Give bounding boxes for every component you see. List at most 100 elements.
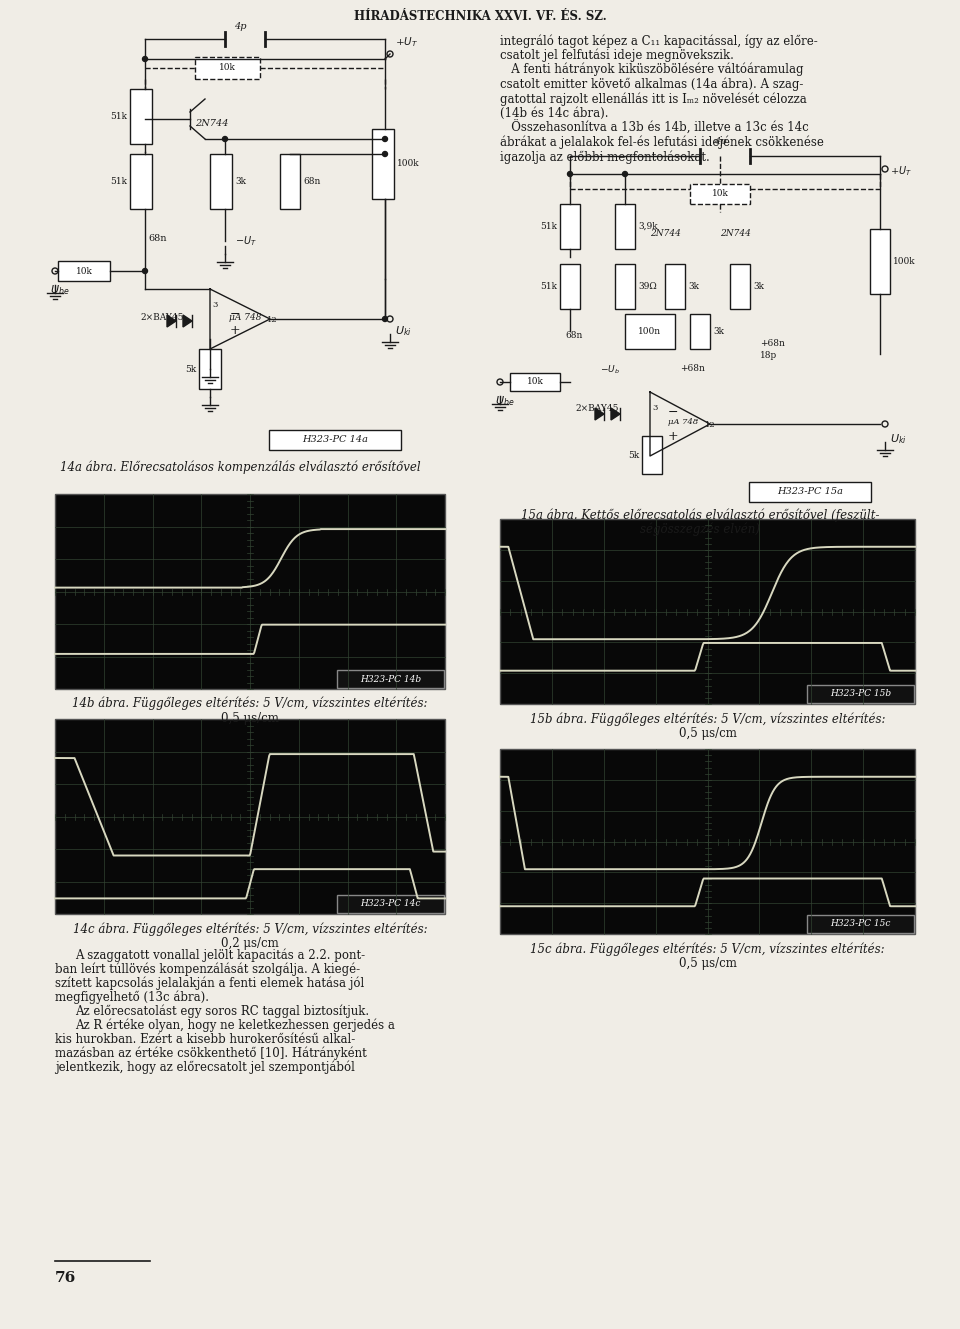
Text: 51k: 51k xyxy=(540,222,557,231)
Bar xyxy=(690,314,710,350)
Bar xyxy=(130,89,152,144)
Circle shape xyxy=(382,152,388,157)
FancyBboxPatch shape xyxy=(807,684,914,703)
Text: +68n: +68n xyxy=(760,339,785,348)
Text: 14a ábra. Előrecsatolásos kompenzálás elválasztó erősítővel: 14a ábra. Előrecsatolásos kompenzálás el… xyxy=(60,461,420,474)
Bar xyxy=(280,154,300,209)
Text: megfigyelhető (13c ábra).: megfigyelhető (13c ábra). xyxy=(55,991,209,1005)
Text: μA 748: μA 748 xyxy=(228,312,261,322)
Text: 2N744: 2N744 xyxy=(720,229,751,238)
Text: 4p: 4p xyxy=(233,23,247,31)
Text: jelentkezik, hogy az előrecsatolt jel szempontjából: jelentkezik, hogy az előrecsatolt jel sz… xyxy=(55,1061,355,1075)
Text: 3: 3 xyxy=(652,404,658,412)
Text: 5k: 5k xyxy=(628,451,639,460)
Text: 15c ábra. Függőleges eltérítés: 5 V/cm, vízszintes eltérítés:: 15c ábra. Függőleges eltérítés: 5 V/cm, … xyxy=(530,942,885,956)
Bar xyxy=(55,719,445,914)
Bar xyxy=(195,57,260,78)
Text: 2×BAY45: 2×BAY45 xyxy=(140,312,183,322)
Text: 4p: 4p xyxy=(713,137,727,146)
Text: 51k: 51k xyxy=(540,282,557,291)
Text: 100k: 100k xyxy=(397,159,420,169)
Text: 3k: 3k xyxy=(235,177,246,186)
FancyBboxPatch shape xyxy=(337,670,444,688)
Bar xyxy=(560,203,580,249)
Text: HÍRADÁSTECHNIKA XXVI. VF. ÉS. SZ.: HÍRADÁSTECHNIKA XXVI. VF. ÉS. SZ. xyxy=(353,11,607,23)
Text: 68n: 68n xyxy=(303,177,321,186)
Text: μA 748: μA 748 xyxy=(668,419,698,427)
Text: 5k: 5k xyxy=(184,364,196,373)
Text: 0,5 μs/cm: 0,5 μs/cm xyxy=(679,957,736,970)
Text: H323-PC 14b: H323-PC 14b xyxy=(360,675,421,683)
Bar xyxy=(625,314,675,350)
Text: H323-PC 15b: H323-PC 15b xyxy=(830,690,891,699)
Text: 68n: 68n xyxy=(148,234,166,243)
Text: 12: 12 xyxy=(705,421,715,429)
Text: +68n: +68n xyxy=(680,364,705,373)
Text: $U_{ki}$: $U_{ki}$ xyxy=(890,432,907,445)
Text: 100k: 100k xyxy=(893,256,916,266)
Text: −: − xyxy=(668,405,679,419)
Text: Összehasonlítva a 13b és 14b, illetve a 13c és 14c: Összehasonlítva a 13b és 14b, illetve a … xyxy=(500,121,808,136)
Text: Az R értéke olyan, hogy ne keletkezhessen gerjedés a: Az R értéke olyan, hogy ne keletkezhesse… xyxy=(75,1019,395,1033)
Bar xyxy=(199,350,221,389)
Text: A szaggatott vonallal jelölt kapacitás a 2.2. pont-: A szaggatott vonallal jelölt kapacitás a… xyxy=(75,949,365,962)
Bar xyxy=(58,260,110,280)
Polygon shape xyxy=(595,408,604,420)
Text: 2N744: 2N744 xyxy=(650,229,681,238)
Text: 2N744: 2N744 xyxy=(195,120,228,128)
Text: ségösszegzés elvén): ségösszegzés elvén) xyxy=(640,524,760,537)
Bar xyxy=(500,520,915,704)
Circle shape xyxy=(142,268,148,274)
Text: 0,5 μs/cm: 0,5 μs/cm xyxy=(221,712,279,726)
Bar xyxy=(665,264,685,310)
Text: +: + xyxy=(230,324,241,338)
Bar xyxy=(560,264,580,310)
Circle shape xyxy=(382,137,388,141)
Text: Az előrecsatolást egy soros RC taggal biztosítjuk.: Az előrecsatolást egy soros RC taggal bi… xyxy=(75,1005,370,1018)
Text: ban leírt túllövés kompenzálását szolgálja. A kiegé-: ban leírt túllövés kompenzálását szolgál… xyxy=(55,964,360,977)
Text: mazásban az értéke csökkenthető [10]. Hátrányként: mazásban az értéke csökkenthető [10]. Há… xyxy=(55,1047,367,1061)
Text: 10k: 10k xyxy=(219,64,236,73)
Bar xyxy=(615,264,635,310)
FancyBboxPatch shape xyxy=(269,431,401,451)
Text: H323-PC 14a: H323-PC 14a xyxy=(302,436,368,444)
Text: csatolt emitter követő alkalmas (14a ábra). A szag-: csatolt emitter követő alkalmas (14a ábr… xyxy=(500,77,804,90)
Text: A fenti hátrányok kiküszöbölésére váltóáramulag: A fenti hátrányok kiküszöbölésére váltóá… xyxy=(500,62,804,77)
Text: 39Ω: 39Ω xyxy=(638,282,657,291)
Circle shape xyxy=(223,137,228,141)
Circle shape xyxy=(567,171,572,177)
Text: 0,2 μs/cm: 0,2 μs/cm xyxy=(221,937,278,950)
Bar xyxy=(130,154,152,209)
Text: 51k: 51k xyxy=(110,177,127,186)
Text: igazolja az előbbi megfontolásokat.: igazolja az előbbi megfontolásokat. xyxy=(500,150,709,163)
Bar xyxy=(642,436,662,474)
Text: $U_{ki}$: $U_{ki}$ xyxy=(395,324,412,338)
Text: H323-PC 15a: H323-PC 15a xyxy=(777,488,843,497)
Text: integráló tagot képez a C₁₁ kapacitással, így az előre-: integráló tagot képez a C₁₁ kapacitással… xyxy=(500,35,818,48)
Circle shape xyxy=(622,171,628,177)
Text: 0,5 μs/cm: 0,5 μs/cm xyxy=(679,727,736,740)
Text: 2×BAY45: 2×BAY45 xyxy=(575,404,618,413)
Polygon shape xyxy=(611,408,620,420)
Text: csatolt jel felfutási ideje megnövekszik.: csatolt jel felfutási ideje megnövekszik… xyxy=(500,48,733,62)
Bar xyxy=(210,154,232,209)
Text: szített kapcsolás jelalakján a fenti elemek hatása jól: szített kapcsolás jelalakján a fenti ele… xyxy=(55,977,364,990)
Text: 15a ábra. Kettős előrecsatolás elválasztó erősítővel (feszült-: 15a ábra. Kettős előrecsatolás elválaszt… xyxy=(520,509,879,522)
Text: 14c ábra. Függőleges eltérítés: 5 V/cm, vízszintes eltérítés:: 14c ábra. Függőleges eltérítés: 5 V/cm, … xyxy=(73,922,427,936)
Text: −: − xyxy=(230,307,241,320)
Polygon shape xyxy=(167,315,176,327)
Text: 10k: 10k xyxy=(527,377,543,387)
Text: +$U_T$: +$U_T$ xyxy=(890,163,912,178)
Text: kis hurokban. Ezért a kisebb hurokerősítésű alkal-: kis hurokban. Ezért a kisebb hurokerősít… xyxy=(55,1033,355,1046)
Text: +: + xyxy=(668,429,679,443)
Bar xyxy=(510,373,560,391)
Bar xyxy=(615,203,635,249)
Bar xyxy=(55,494,445,688)
Text: 3k: 3k xyxy=(753,282,764,291)
Bar xyxy=(372,129,394,199)
Text: $U_{be}$: $U_{be}$ xyxy=(50,283,69,296)
Text: 100n: 100n xyxy=(638,327,661,336)
Text: 12: 12 xyxy=(267,316,277,324)
Bar xyxy=(870,229,890,294)
Text: +$U_T$: +$U_T$ xyxy=(395,35,419,49)
